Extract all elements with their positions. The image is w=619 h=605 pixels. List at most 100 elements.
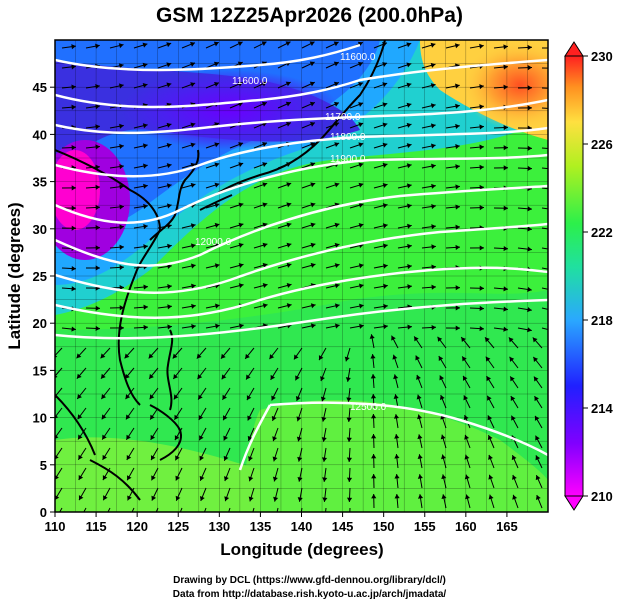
streamline-arrow [421,163,436,169]
streamline-arrow [61,185,77,191]
streamline-arrow [297,467,303,482]
streamline-arrow [391,335,399,349]
streamline-arrow [175,467,183,481]
streamline-arrow [252,507,255,512]
streamline-arrow [205,182,220,189]
streamline-arrow [149,407,159,420]
streamline-arrow [485,356,495,369]
streamline-arrow [325,61,339,69]
streamline-arrow [469,84,484,90]
streamline-arrow [181,142,196,149]
streamline-arrow [85,305,101,311]
streamline-arrow [493,44,508,50]
streamline-arrow [371,453,377,469]
contour-label: 11800.0 [330,132,366,143]
streamline-arrow [248,467,255,482]
streamline-arrow [445,325,461,331]
streamline-arrow [417,434,423,449]
streamline-arrow [421,244,436,250]
streamline-arrow [512,474,519,489]
streamline-arrow [85,43,100,49]
streamline-arrow [397,62,412,69]
streamline-arrow [517,206,532,212]
colorbar-tick-label: 230 [591,49,613,64]
streamline-arrow [55,467,63,480]
streamline-arrow [109,43,124,49]
streamline-arrow [445,164,460,170]
streamline-arrow [248,447,255,462]
streamline-arrow [493,165,509,171]
streamline-arrow [301,101,316,109]
x-axis-title: Longitude (degrees) [220,540,383,559]
streamline-arrow [224,487,231,502]
streamline-arrow [221,367,231,380]
streamline-arrow [276,507,279,512]
streamline-arrow [61,286,76,292]
streamline-arrow [535,455,543,469]
streamline-arrow [517,246,532,252]
streamline-arrow [100,347,111,359]
streamline-arrow [318,347,327,361]
streamline-arrow [173,387,183,400]
streamline-arrow [461,356,471,369]
streamline-arrow [397,263,412,270]
streamline-arrow [77,407,87,420]
streamline-arrow [172,367,183,380]
streamline-arrow [229,162,244,169]
streamline-arrow [346,407,352,422]
streamline-arrow [421,143,436,149]
streamline-arrow [541,307,548,310]
streamline-arrow [484,336,495,349]
streamline-arrow [349,162,364,169]
streamline-arrow [421,62,436,69]
streamline-arrow [301,182,316,189]
streamline-arrow [85,265,101,271]
streamline-arrow [229,283,244,289]
streamline-arrow [541,327,548,330]
streamline-arrow [325,41,339,49]
streamline-arrow [349,142,364,149]
colorbar: 230 226 222 218 214 210 [564,41,613,511]
streamline-arrow [417,474,423,489]
streamline-arrow [150,427,159,441]
streamline-arrow [373,162,388,169]
streamline-arrow [346,447,352,463]
streamline-arrow [133,203,148,209]
streamline-arrow [61,265,77,272]
streamline-arrow [445,103,460,109]
streamline-arrow [253,283,268,289]
streamline-arrow [469,326,485,332]
streamline-arrow [421,264,436,270]
streamline-arrow [417,454,423,469]
streamline-arrow [277,303,292,309]
streamline-arrow [346,427,352,442]
streamline-arrow [277,242,292,249]
streamline-arrow [469,305,485,312]
streamline-arrow [157,122,172,129]
streamline-arrow [245,367,255,380]
x-tick-label: 165 [496,519,518,534]
streamline-arrow [273,487,279,502]
streamline-arrow [469,124,484,130]
streamline-arrow [157,163,172,169]
streamline-arrow [155,507,159,512]
streamline-arrow [349,61,364,69]
streamline-arrow [229,142,244,149]
streamline-arrow [344,347,351,362]
streamline-arrow [349,222,364,229]
streamline-arrow [349,263,364,269]
streamline-arrow [464,434,471,449]
streamline-arrow [222,387,231,401]
streamline-arrow [445,123,460,129]
streamline-arrow [173,407,183,421]
streamline-arrow [126,467,135,481]
streamline-arrow [253,222,268,229]
streamline-arrow [109,264,125,270]
streamline-arrow [181,41,196,49]
streamline-arrow [415,355,423,369]
streamline-arrow [397,183,412,189]
streamline-arrow [124,367,135,380]
streamline-arrow [349,303,364,309]
streamline-arrow [301,303,316,309]
